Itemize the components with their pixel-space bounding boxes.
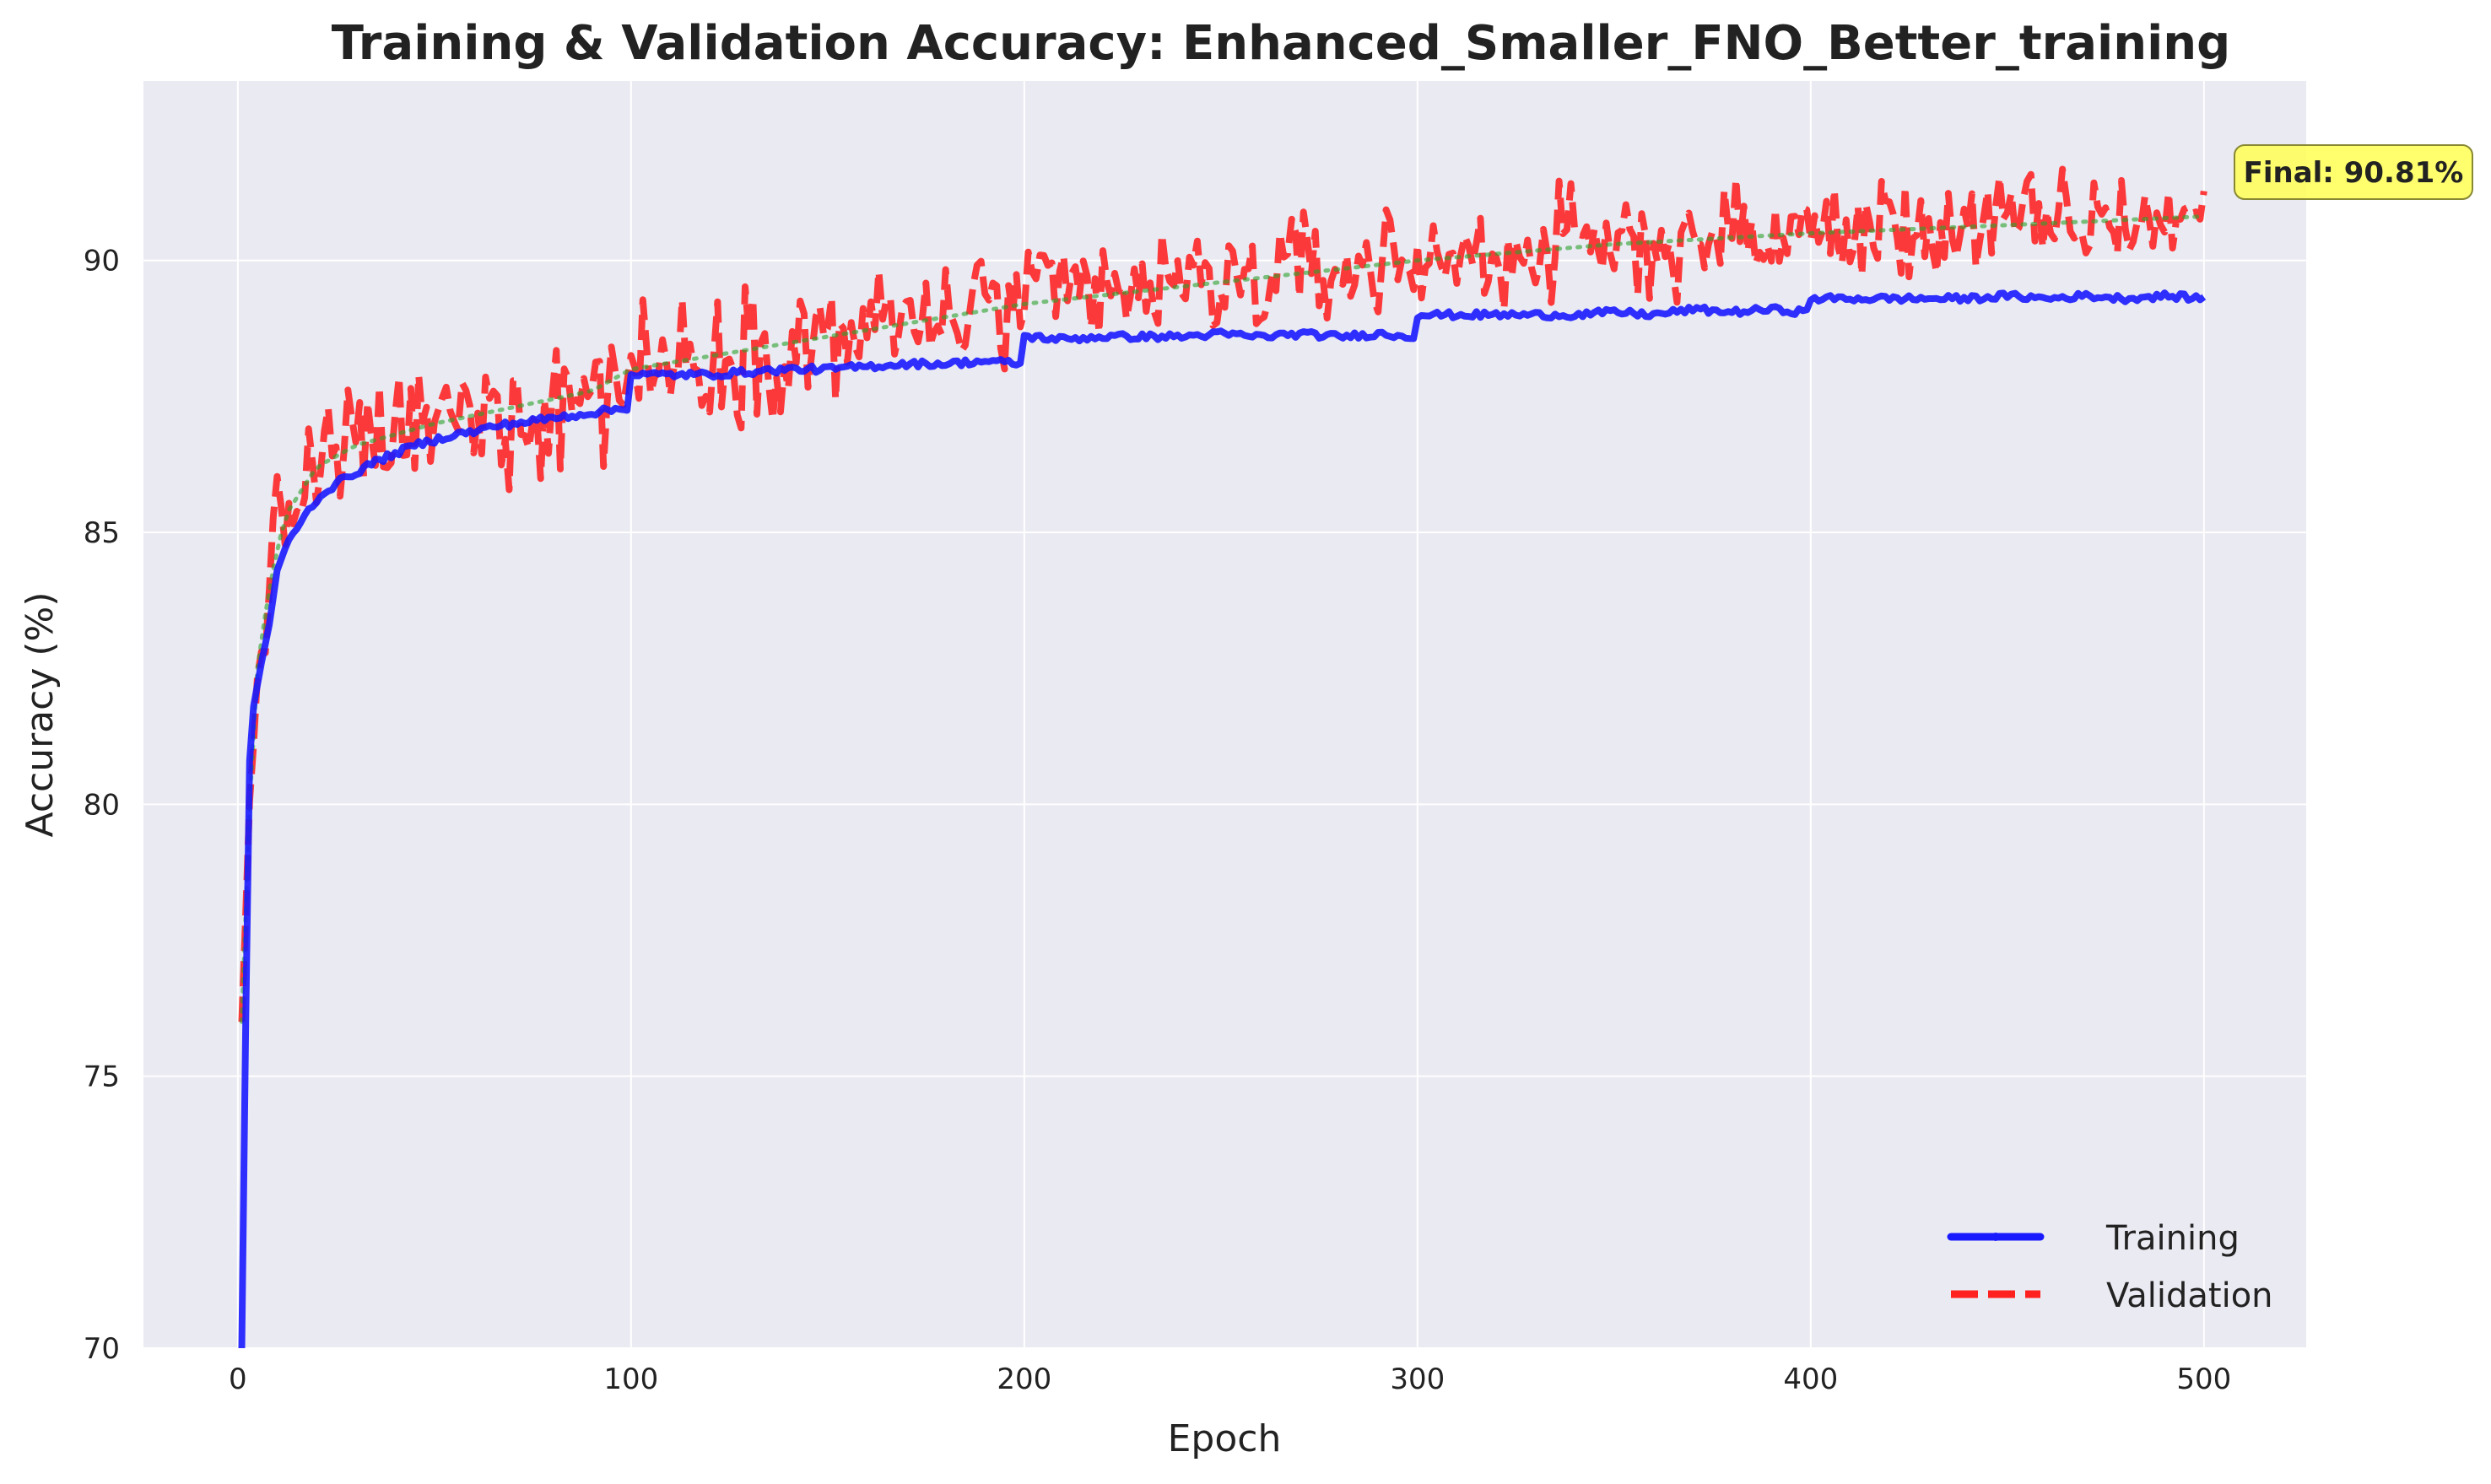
x-axis-label: Epoch	[1168, 1417, 1282, 1460]
y-tick-label: 80	[84, 788, 120, 822]
plot-area	[143, 81, 2306, 1348]
y-tick-label: 75	[84, 1060, 120, 1094]
final-annotation-text: Final: 90.81%	[2244, 156, 2464, 190]
legend-training-marker	[1991, 1233, 2000, 1241]
final-annotation: Final: 90.81%	[2234, 144, 2473, 200]
y-axis-label: Accuracy (%)	[19, 591, 62, 837]
final-annotation-box	[2234, 144, 2473, 200]
x-tick-label: 500	[2176, 1363, 2231, 1396]
axis-ticks: 0 100 200 300 400 500 70 75 80 85 90	[84, 245, 2232, 1396]
y-tick-label: 70	[84, 1332, 120, 1366]
y-tick-label: 85	[84, 516, 120, 550]
x-tick-label: 300	[1390, 1363, 1445, 1396]
x-tick-label: 100	[603, 1363, 658, 1396]
validation-line	[238, 165, 2207, 1023]
training-line	[238, 289, 2207, 1348]
smoothed-trend-line	[240, 214, 2202, 1024]
legend-training-label: Training	[2105, 1219, 2240, 1258]
legend: Training Validation	[1947, 1219, 2273, 1315]
x-tick-label: 200	[997, 1363, 1051, 1396]
x-tick-label: 400	[1783, 1363, 1838, 1396]
y-tick-label: 90	[84, 245, 120, 278]
chart-title: Training & Validation Accuracy: Enhanced…	[332, 16, 2231, 71]
legend-validation-label: Validation	[2106, 1276, 2273, 1315]
x-tick-label: 0	[229, 1363, 247, 1396]
